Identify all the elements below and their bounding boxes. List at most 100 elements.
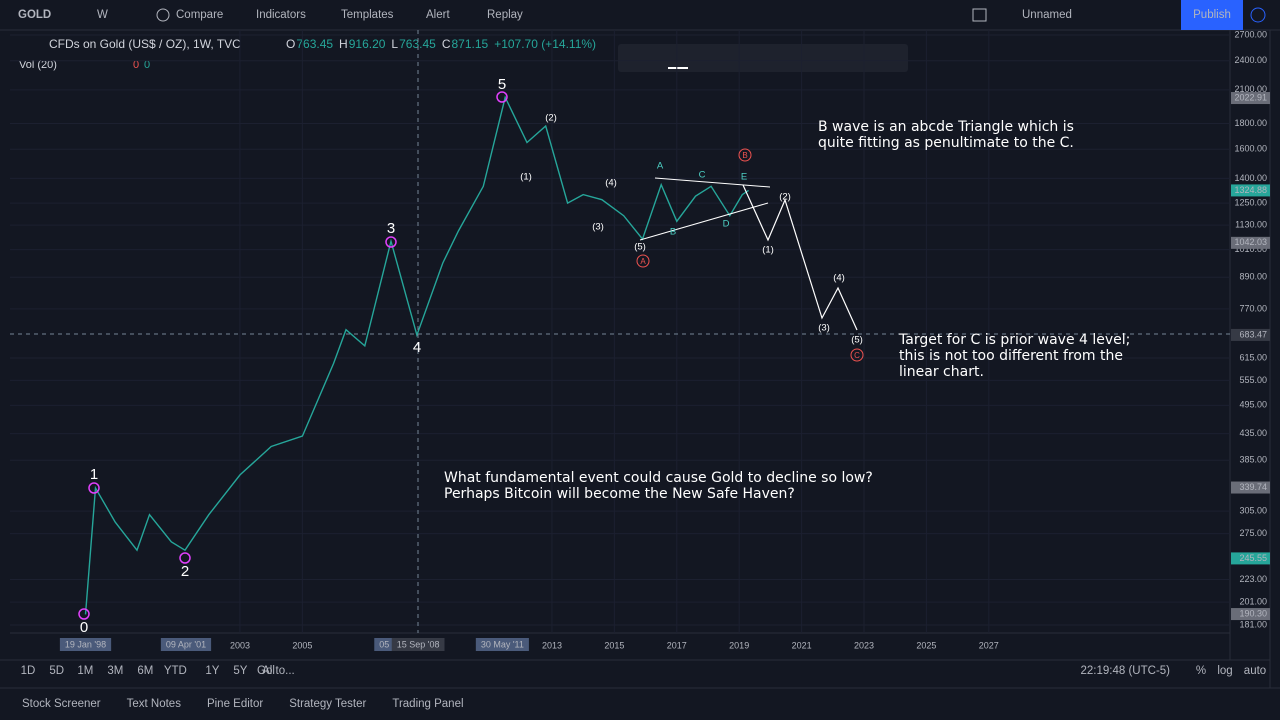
wave-label: (4) — [833, 273, 845, 284]
time-badge — [391, 638, 445, 651]
price-badge-label: 2022.91 — [1234, 92, 1267, 102]
time-badge-label: 09 Apr '01 — [166, 639, 206, 649]
price-tick-label: 1600.00 — [1234, 144, 1267, 154]
icon — [972, 8, 987, 22]
ohlc-value: 763.45 — [399, 37, 436, 51]
price-tick-label: 1130.00 — [1235, 220, 1267, 230]
range-button[interactable]: YTD — [164, 665, 187, 677]
icon — [156, 8, 170, 22]
drawing-toolbar — [618, 44, 908, 72]
wave-marker — [496, 91, 508, 103]
ohlc-key: H — [339, 37, 348, 51]
layout-name[interactable]: Unnamed — [1022, 9, 1072, 21]
price-badge — [1231, 481, 1270, 494]
symbol[interactable]: GOLD — [18, 9, 51, 21]
time-tick-label: 2015 — [604, 640, 624, 650]
annotation: What fundamental event could cause Gold … — [444, 470, 873, 486]
wave-label: 2 — [181, 563, 189, 580]
price-badge — [1231, 552, 1270, 565]
range-button[interactable]: 5D — [49, 665, 64, 677]
plot — [84, 95, 749, 615]
price-badge-label: 245.55 — [1239, 553, 1267, 563]
log-toggle[interactable]: log — [1217, 665, 1232, 677]
templates-button[interactable]: Templates — [341, 9, 394, 21]
bottom-tab[interactable]: Trading Panel — [392, 698, 463, 710]
wave-marker — [78, 608, 90, 620]
goto[interactable]: Go to... — [257, 665, 295, 677]
projection-path — [742, 184, 858, 331]
percent-toggle[interactable]: % — [1196, 665, 1206, 677]
price-tick-label: 2700.00 — [1234, 29, 1267, 39]
wave-label: D — [723, 219, 730, 230]
bottom-tab[interactable]: Stock Screener — [22, 698, 101, 710]
wave-label: 0 — [80, 619, 88, 636]
ohlc-key: C — [442, 37, 451, 51]
annotation: Perhaps Bitcoin will become the New Safe… — [444, 486, 795, 502]
triangle-line — [654, 177, 771, 188]
wave-label: (4) — [605, 178, 617, 189]
ohlc: O 763.45 H 916.20 L 763.45 C 871.15 +107.70 (+14… — [286, 37, 596, 51]
range-button[interactable]: 6M — [137, 665, 153, 677]
wave-label: C — [699, 170, 706, 181]
clock: 22:19:48 (UTC-5) — [1081, 665, 1171, 677]
ohlc-value: 916.20 — [349, 37, 386, 51]
wave-label: (1) — [520, 172, 532, 183]
ohlc-value: 871.15 — [451, 37, 488, 51]
range-button[interactable]: All — [262, 665, 275, 677]
wave-marker — [385, 236, 397, 248]
bottom-tab[interactable]: Text Notes — [127, 698, 182, 710]
time-tick-label: 2027 — [979, 640, 999, 650]
price-tick-label: 555.00 — [1239, 375, 1267, 385]
range-button[interactable]: 1M — [77, 665, 93, 677]
wave-marker — [738, 148, 752, 162]
wave-label: B — [742, 151, 747, 160]
auto-toggle[interactable]: auto — [1244, 665, 1266, 677]
alert-button[interactable]: Alert — [426, 9, 450, 21]
wave-marker — [636, 254, 650, 268]
publish-button[interactable] — [1181, 0, 1243, 30]
range-button[interactable]: 1Y — [205, 665, 219, 677]
time-tick-label: 2025 — [916, 640, 936, 650]
instrument: CFDs on Gold (US$ / OZ), 1W, TVC — [49, 37, 241, 51]
bottom-tabs: Stock Screener Text Notes Pine Editor Strat… — [22, 698, 464, 710]
price-tick-label: 495.00 — [1239, 400, 1267, 410]
price-tick-label: 615.00 — [1239, 352, 1267, 362]
price-tick-label: 2100.00 — [1234, 84, 1267, 94]
time-tick-label: 2017 — [667, 640, 687, 650]
indicators-button[interactable]: Indicators — [256, 9, 306, 21]
range-button[interactable]: 1D — [21, 665, 36, 677]
range-bar: 1D 5D 1M 3M 6M YTD 1Y 5Y All — [21, 665, 275, 677]
wave-label: (5) — [851, 335, 863, 346]
annotation: B wave is an abcde Triangle which is — [818, 119, 1074, 135]
time-tick-label: 2023 — [854, 640, 874, 650]
price-tick-label: 385.00 — [1239, 455, 1267, 465]
time-badge-label: 15 Sep '08 — [397, 639, 440, 649]
interval[interactable]: W — [97, 9, 108, 21]
range-button[interactable]: 5Y — [233, 665, 247, 677]
price-tick-label: 890.00 — [1239, 272, 1267, 282]
price-tick-label: 201.00 — [1239, 596, 1267, 606]
time-badge-label: 30 May '11 — [481, 639, 524, 649]
bottom-tab[interactable]: Strategy Tester — [289, 698, 366, 710]
bottom-tab[interactable]: Pine Editor — [207, 698, 263, 710]
replay-button[interactable]: Replay — [487, 9, 523, 21]
axes: 2700.00 2400.00 2100.00 1800.00 1600.00 1400.… — [10, 29, 1270, 651]
volume-name: Vol (20) — [19, 59, 57, 71]
wave-label: A — [640, 257, 646, 266]
compare-button[interactable]: Compare — [176, 9, 223, 21]
top-toolbar — [0, 0, 1280, 30]
price-tick-label: 305.00 — [1239, 505, 1267, 515]
wave-label: (3) — [592, 222, 604, 233]
time-badge — [59, 638, 112, 651]
range-button[interactable]: 3M — [107, 665, 123, 677]
price-badge-label: 190.30 — [1239, 608, 1267, 618]
publish-label[interactable]: Publish — [1193, 9, 1231, 21]
wave-label: A — [657, 161, 664, 172]
wave-label: 4 — [413, 339, 421, 356]
annotation: this is not too different from the — [899, 348, 1123, 364]
price-tick-label: 1800.00 — [1234, 118, 1267, 128]
wave-label: 3 — [387, 220, 395, 237]
